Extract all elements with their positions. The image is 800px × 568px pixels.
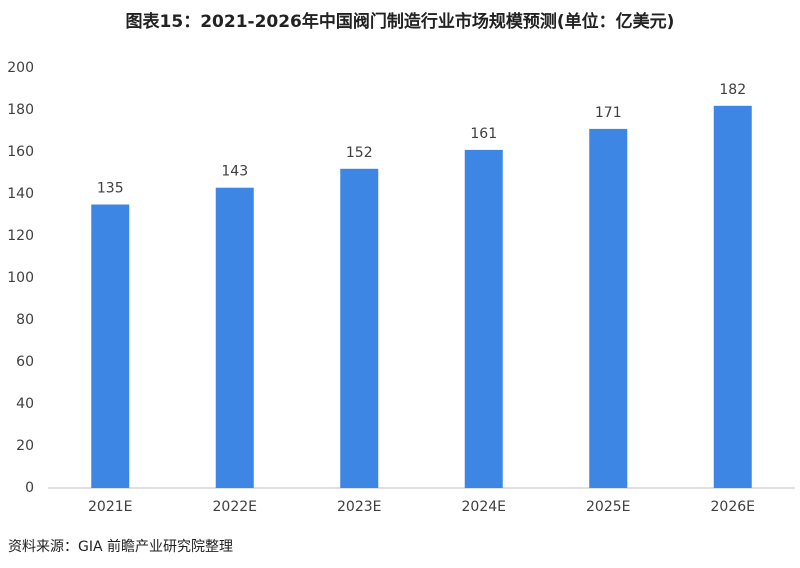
y-tick-label: 140 bbox=[7, 186, 34, 202]
data-label: 161 bbox=[470, 126, 497, 142]
y-tick-label: 120 bbox=[7, 228, 34, 244]
x-tick-label: 2022E bbox=[213, 499, 257, 515]
y-tick-label: 40 bbox=[16, 396, 34, 412]
x-tick-label: 2023E bbox=[337, 499, 381, 515]
bar bbox=[464, 149, 503, 488]
bar bbox=[589, 128, 628, 488]
x-tick-label: 2021E bbox=[88, 499, 132, 515]
data-label: 152 bbox=[346, 145, 373, 161]
y-tick-label: 20 bbox=[16, 438, 34, 454]
data-label: 182 bbox=[719, 82, 746, 98]
bar bbox=[215, 187, 254, 488]
bar bbox=[713, 105, 752, 489]
x-tick-label: 2026E bbox=[711, 499, 755, 515]
x-tick-label: 2025E bbox=[586, 499, 630, 515]
x-tick-label: 2024E bbox=[462, 499, 506, 515]
data-label: 143 bbox=[221, 164, 248, 180]
y-tick-label: 200 bbox=[7, 60, 34, 76]
y-tick-label: 0 bbox=[25, 480, 34, 496]
bar bbox=[91, 204, 130, 488]
y-tick-label: 160 bbox=[7, 144, 34, 160]
chart-title: 图表15：2021-2026年中国阀门制造行业市场规模预测(单位：亿美元) bbox=[126, 11, 675, 32]
data-label: 171 bbox=[595, 105, 622, 121]
source-note: 资料来源：GIA 前瞻产业研究院整理 bbox=[8, 538, 233, 555]
y-tick-label: 80 bbox=[16, 312, 34, 328]
data-label: 135 bbox=[97, 181, 124, 197]
y-tick-label: 100 bbox=[7, 270, 34, 286]
y-tick-label: 60 bbox=[16, 354, 34, 370]
bar bbox=[340, 168, 379, 489]
y-tick-label: 180 bbox=[7, 102, 34, 118]
